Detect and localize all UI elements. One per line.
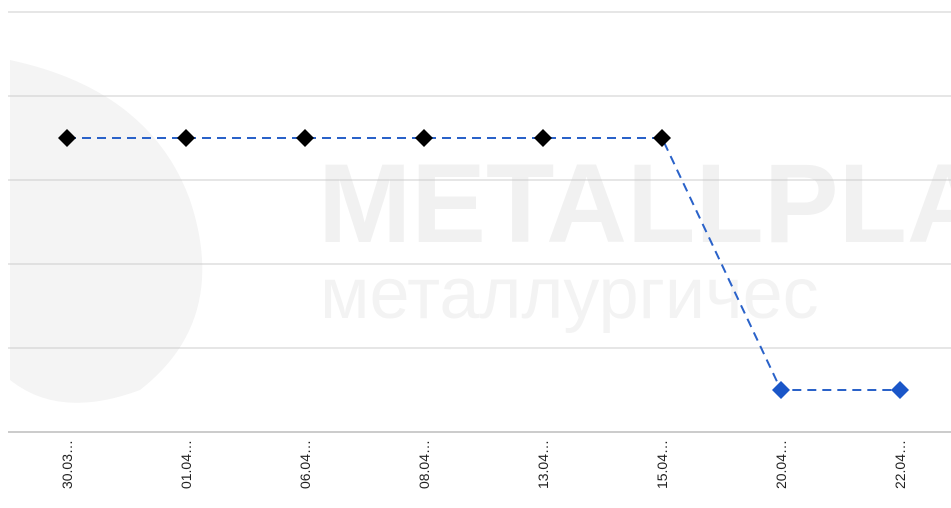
x-tick-label: 08.04… xyxy=(416,440,432,489)
x-tick-label: 22.04… xyxy=(892,440,908,489)
x-tick-label: 13.04… xyxy=(535,440,551,489)
watermark-logo xyxy=(10,60,203,403)
x-tick-label: 15.04… xyxy=(654,440,670,489)
marker xyxy=(296,129,314,147)
watermark-text: металлургичес xyxy=(320,254,819,334)
line xyxy=(67,137,900,391)
marker xyxy=(415,129,433,147)
marker xyxy=(653,129,671,147)
marker xyxy=(534,129,552,147)
marker xyxy=(772,381,790,399)
x-tick-label: 30.03… xyxy=(59,440,75,489)
marker xyxy=(58,129,76,147)
marker xyxy=(891,381,909,399)
marker xyxy=(177,129,195,147)
watermark-text: METALLPLA xyxy=(318,141,951,266)
x-tick-label: 06.04… xyxy=(297,440,313,489)
x-tick-label: 01.04… xyxy=(178,440,194,489)
x-tick-label: 20.04… xyxy=(773,440,789,489)
watermark: METALLPLA металлургичес xyxy=(10,60,951,403)
